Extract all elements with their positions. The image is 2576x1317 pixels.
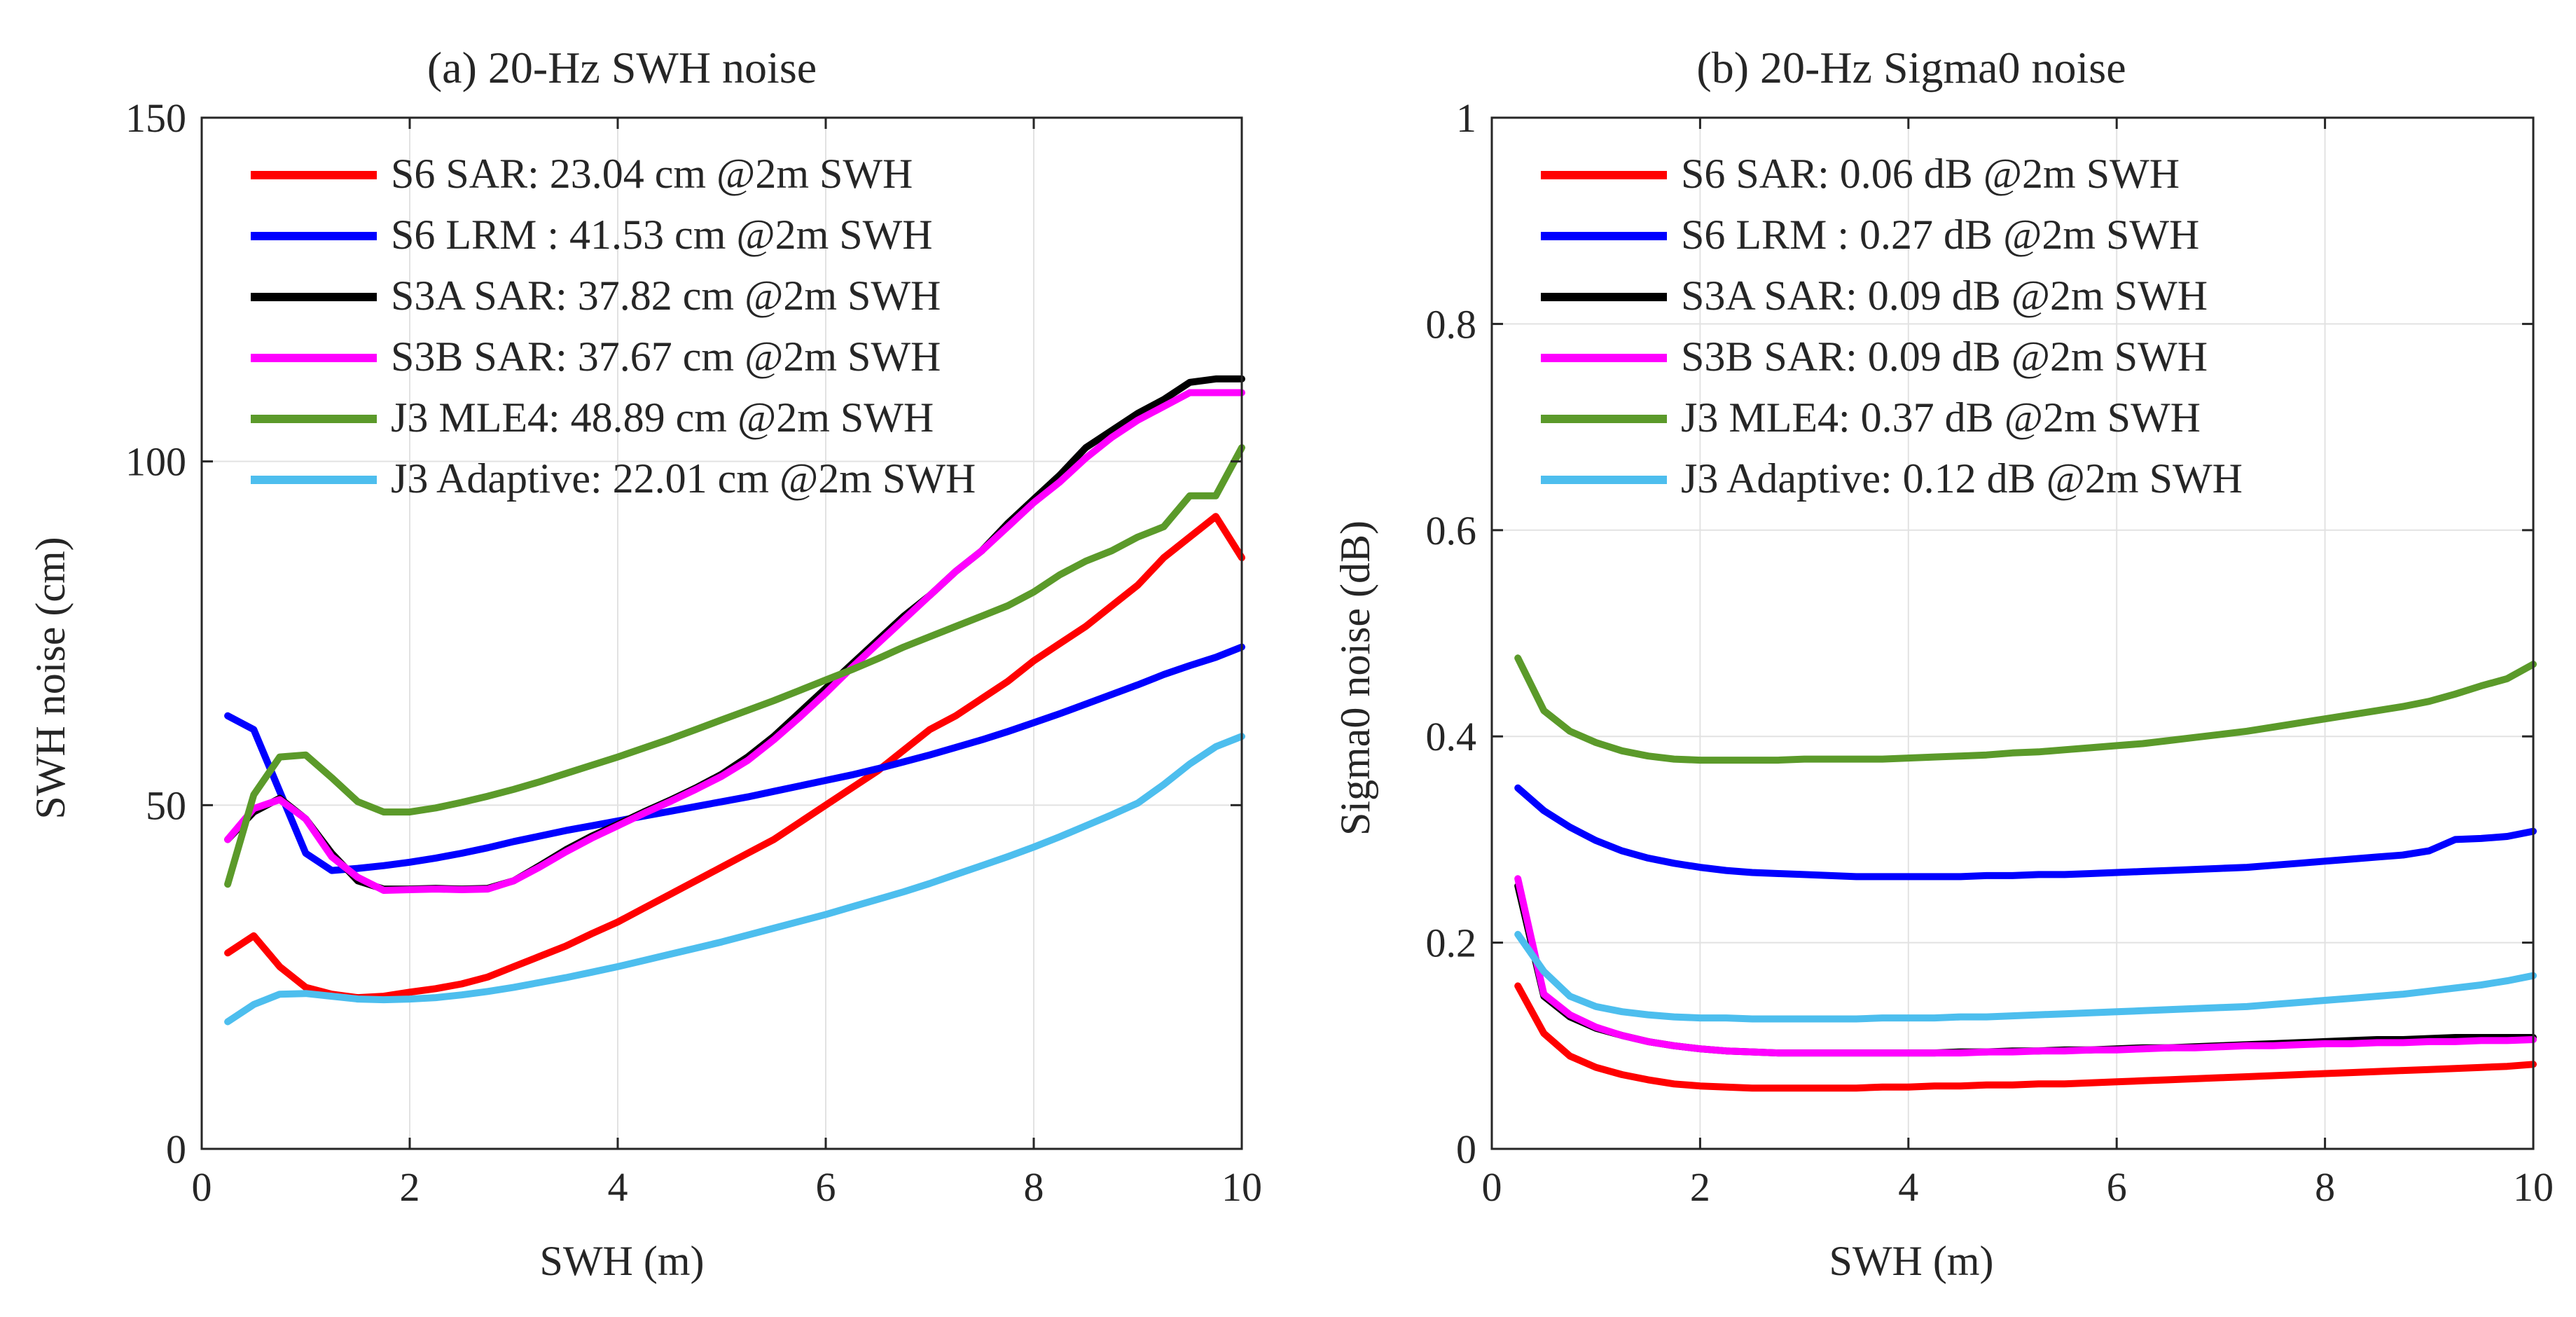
panel-a-y-tick-label: 100	[125, 439, 186, 485]
panel-a-x-tick-label: 2	[400, 1164, 420, 1210]
panel-a-legend-label-6: J3 Adaptive: 22.01 cm @2m SWH	[391, 455, 976, 502]
panel-a-legend-label-5: J3 MLE4: 48.89 cm @2m SWH	[391, 394, 934, 441]
panel-b-x-tick-label: 8	[2315, 1164, 2335, 1210]
panel-a-legend-label-2: S6 LRM : 41.53 cm @2m SWH	[391, 212, 933, 258]
panel-a-series-line-6	[224, 733, 1245, 1026]
panel-b-series-line-5	[1514, 654, 2537, 764]
panel-b-x-tick-label: 6	[2107, 1164, 2127, 1210]
panel-b-legend-label-6: J3 Adaptive: 0.12 dB @2m SWH	[1681, 455, 2243, 502]
panel-b-x-tick-label: 2	[1690, 1164, 1710, 1210]
panel-a-legend-label-3: S3A SAR: 37.82 cm @2m SWH	[391, 273, 941, 319]
panel-b-legend-label-4: S3B SAR: 0.09 dB @2m SWH	[1681, 333, 2208, 380]
panel-b-legend-label-3: S3A SAR: 0.09 dB @2m SWH	[1681, 273, 2208, 319]
panel-b-series-line-1	[1514, 982, 2537, 1092]
panel-b-y-axis-label: Sigma0 noise (dB)	[1332, 520, 1378, 836]
panel-b-x-tick-label: 4	[1898, 1164, 1918, 1210]
panel-a-x-tick-label: 10	[1221, 1164, 1262, 1210]
panel-b-series-group	[1514, 654, 2537, 1092]
panel-b-axes-frame	[1490, 116, 2535, 1150]
panel-a-y-tick-label: 150	[125, 95, 186, 141]
panel-b-series-line-6	[1514, 930, 2537, 1023]
panel-b-sigma0-noise: (b) 20-Hz Sigma0 noise SWH (m) Sigma0 no…	[1332, 43, 2554, 1284]
panel-b-legend-label-1: S6 SAR: 0.06 dB @2m SWH	[1681, 151, 2180, 197]
panel-b-legend-label-5: J3 MLE4: 0.37 dB @2m SWH	[1681, 394, 2201, 441]
panel-a-title: (a) 20-Hz SWH noise	[427, 43, 817, 92]
panel-a-y-axis-label: SWH noise (cm)	[27, 537, 74, 819]
panel-a-legend: S6 SAR: 23.04 cm @2m SWH S6 LRM : 41.53 c…	[251, 151, 976, 502]
panel-a-x-tick-label: 4	[608, 1164, 628, 1210]
panel-a-y-tick-label: 0	[166, 1126, 186, 1172]
panel-a-series-line-2	[224, 643, 1245, 874]
panel-b-title: (b) 20-Hz Sigma0 noise	[1696, 43, 2126, 92]
panel-b-legend: S6 SAR: 0.06 dB @2m SWH S6 LRM : 0.27 dB …	[1541, 151, 2243, 502]
panel-a-series-line-5	[224, 444, 1245, 888]
panel-b-series-line-4	[1514, 875, 2537, 1057]
panel-a-series-line-4	[224, 389, 1245, 894]
panel-b-x-tick-label: 0	[1482, 1164, 1502, 1210]
panel-a-legend-label-1: S6 SAR: 23.04 cm @2m SWH	[391, 151, 913, 197]
panel-b-y-tick-label: 0.6	[1426, 508, 1477, 553]
panel-a-y-tick-label: 50	[146, 782, 186, 828]
panel-b-y-tick-label: 1	[1456, 95, 1476, 141]
panel-a-legend-label-4: S3B SAR: 37.67 cm @2m SWH	[391, 333, 941, 380]
panel-a-series-line-1	[224, 513, 1245, 1002]
panel-b-x-axis-label: SWH (m)	[1829, 1238, 1994, 1284]
panel-a-series-group	[224, 375, 1245, 1026]
panel-b-legend-label-2: S6 LRM : 0.27 dB @2m SWH	[1681, 212, 2199, 258]
panel-a-axes-frame	[200, 116, 1243, 1150]
panel-b-x-tick-label: 10	[2513, 1164, 2554, 1210]
panel-a-x-tick-label: 8	[1024, 1164, 1044, 1210]
panel-a-x-axis-label: SWH (m)	[540, 1238, 705, 1284]
panel-b-y-tick-label: 0.4	[1426, 714, 1477, 759]
panel-b-y-tick-label: 0.8	[1426, 301, 1477, 347]
panel-b-y-tick-label: 0	[1456, 1126, 1476, 1172]
panel-b-ticks: 0 2 4 6 8 10 0 0.2 0.4 0.6 0.8 1	[1426, 95, 2554, 1210]
panel-a-swh-noise: (a) 20-Hz SWH noise SWH (m) SWH noise (c…	[27, 43, 1262, 1284]
panel-b-y-tick-label: 0.2	[1426, 920, 1477, 966]
panel-a-x-tick-label: 0	[192, 1164, 212, 1210]
panel-b-series-line-2	[1514, 784, 2537, 881]
panel-a-x-tick-label: 6	[816, 1164, 836, 1210]
